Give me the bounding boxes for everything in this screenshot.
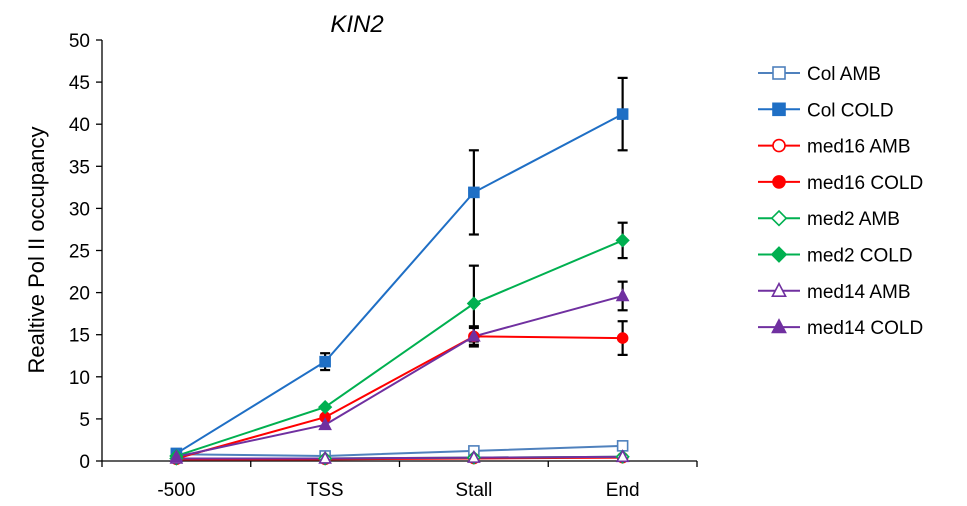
y-tick-label: 15: [69, 326, 90, 347]
legend-label: med16 AMB: [807, 137, 911, 158]
data-point: [467, 449, 481, 463]
series-line: [176, 335, 623, 460]
data-point: [616, 332, 629, 344]
y-tick-label: 45: [69, 73, 90, 94]
legend-item: med14 AMB: [758, 282, 911, 303]
data-point: [466, 296, 482, 311]
legend-label: med2 COLD: [807, 246, 913, 267]
y-tick-label: 10: [69, 368, 90, 389]
y-tick-label: 25: [69, 242, 90, 263]
legend-item: Col COLD: [758, 100, 894, 121]
legend-marker: [772, 66, 786, 80]
x-tick-label: End: [606, 480, 640, 501]
error-bars: [320, 76, 628, 372]
legend-item: med16 AMB: [758, 137, 911, 158]
legend-item: med2 AMB: [758, 209, 900, 230]
legend-label: med16 COLD: [807, 173, 923, 194]
data-point: [615, 233, 630, 248]
series-line: [176, 239, 624, 457]
series-line: [176, 444, 623, 457]
chart-title: KIN2: [330, 11, 383, 38]
legend-marker: [772, 138, 786, 153]
y-tick-label: 40: [69, 115, 90, 136]
legend-marker: [771, 281, 787, 298]
legend-label: med14 COLD: [807, 318, 923, 339]
legend-label: med2 AMB: [807, 209, 900, 230]
legend-label: Col COLD: [807, 100, 894, 121]
data-point: [615, 288, 630, 302]
legend-marker: [772, 175, 786, 189]
data-point: [468, 186, 480, 199]
y-tick-label: 35: [69, 157, 90, 178]
y-tick-label: 5: [79, 410, 90, 431]
data-point: [615, 449, 630, 463]
legend-item: med16 COLD: [758, 173, 923, 194]
markers: [169, 108, 630, 466]
series-line: [176, 295, 623, 458]
legend-item: Col AMB: [758, 64, 881, 85]
x-tick-label: Stall: [455, 480, 492, 501]
data-point: [169, 449, 184, 463]
legend-label: med14 AMB: [807, 282, 911, 303]
legend-marker: [770, 246, 788, 263]
series-lines: [175, 113, 624, 461]
legend-item: med2 COLD: [758, 246, 913, 267]
x-tick-label: TSS: [307, 480, 344, 501]
data-point: [319, 355, 331, 368]
y-tick-label: 30: [69, 199, 90, 220]
x-tick-label: -500: [157, 480, 195, 501]
legend-marker: [771, 318, 787, 334]
series-line: [176, 455, 623, 460]
legend-label: Col AMB: [807, 64, 881, 85]
legend-marker: [770, 209, 788, 227]
y-tick-label: 20: [69, 284, 90, 305]
y-tick-label: 50: [69, 31, 90, 52]
data-point: [317, 399, 333, 415]
axes: 0 5 10 15 20 25 30 35 40 45 50 -500 TSS Stall End: [69, 31, 698, 501]
data-point: [318, 417, 332, 431]
data-point: [616, 108, 629, 120]
series-line: [175, 113, 624, 455]
y-tick-label: 0: [79, 452, 90, 473]
data-point: [467, 328, 481, 342]
legend-item: med14 COLD: [758, 318, 923, 339]
data-point: [318, 450, 332, 464]
legend: Col AMB Col COLD med16 AMB med16 COLD med2 A…: [758, 64, 923, 339]
legend-marker: [772, 102, 786, 117]
y-axis-title: Realtive Pol II occupancy: [24, 126, 49, 373]
